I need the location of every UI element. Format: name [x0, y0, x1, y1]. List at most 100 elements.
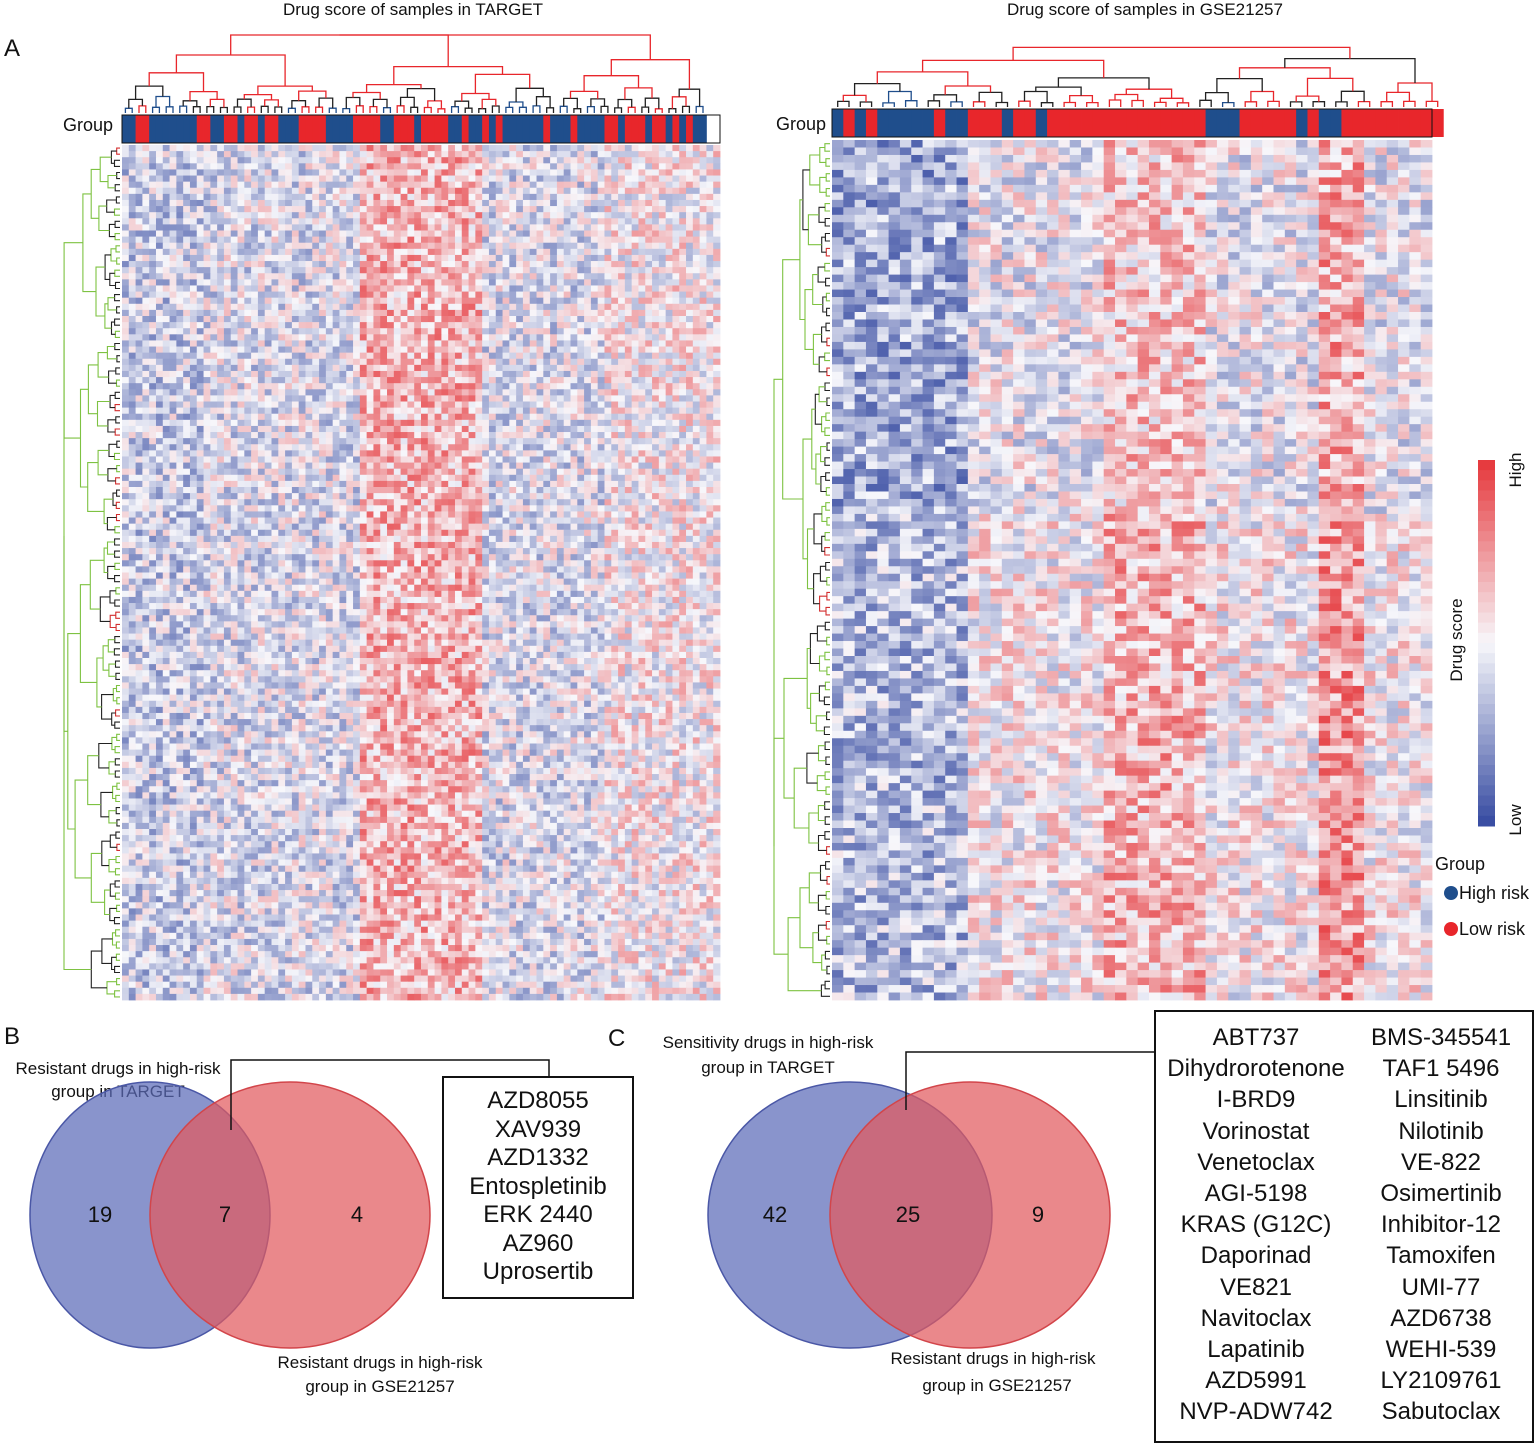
left-heat-cell — [244, 468, 252, 476]
left-heat-cell — [285, 187, 293, 195]
left-heat-cell — [176, 279, 184, 286]
left-heat-cell — [638, 175, 646, 183]
left-heat-cell — [488, 419, 497, 427]
left-heat-cell — [699, 151, 707, 158]
left-heat-cell — [305, 212, 313, 219]
left-heat-cell — [441, 364, 449, 372]
left-heat-cell — [387, 157, 395, 164]
left-heat-cell — [278, 389, 286, 396]
left-heat-cell — [359, 456, 368, 463]
left-heat-cell — [495, 181, 503, 189]
left-heat-cell — [366, 487, 374, 494]
left-heat-cell — [658, 297, 667, 305]
left-heat-cell — [706, 199, 714, 207]
left-heat-cell — [563, 175, 571, 183]
left-heat-cell — [461, 487, 469, 494]
left-heat-cell — [672, 224, 680, 231]
left-heat-cell — [122, 169, 130, 176]
left-heat-cell — [210, 157, 218, 164]
left-heat-cell — [461, 407, 469, 415]
left-heat-cell — [285, 291, 293, 299]
left-heat-cell — [421, 395, 429, 402]
left-heat-cell — [529, 309, 537, 317]
left-heat-cell — [461, 181, 469, 189]
left-heat-cell — [298, 413, 306, 421]
left-heat-cell — [624, 224, 633, 231]
left-heat-cell — [400, 358, 408, 366]
left-heat-cell — [183, 145, 191, 152]
left-heat-cell — [502, 230, 510, 238]
left-heat-cell — [590, 474, 599, 482]
left-heat-cell — [332, 364, 340, 372]
left-heat-cell — [658, 419, 667, 427]
left-heat-cell — [400, 450, 408, 457]
left-heat-cell — [495, 419, 503, 427]
left-heat-cell — [244, 230, 252, 238]
left-heat-cell — [427, 169, 435, 176]
left-heat-cell — [502, 474, 510, 482]
left-heat-cell — [638, 230, 646, 238]
left-heat-cell — [278, 450, 286, 457]
left-heat-cell — [665, 193, 673, 201]
left-heat-cell — [495, 444, 503, 451]
left-heat-cell — [509, 328, 517, 335]
left-heat-cell — [223, 297, 232, 305]
left-heat-cell — [604, 425, 612, 433]
left-heat-cell — [482, 254, 490, 262]
left-heat-cell — [652, 425, 660, 433]
left-heat-cell — [482, 279, 490, 286]
left-heat-cell — [516, 322, 524, 329]
left-heat-cell — [570, 242, 578, 250]
left-heat-cell — [536, 169, 544, 176]
left-heat-cell — [278, 261, 286, 268]
left-heat-cell — [536, 468, 544, 476]
left-heat-cell — [393, 413, 402, 421]
left-heat-cell — [516, 425, 524, 433]
left-heat-cell — [454, 279, 463, 286]
left-heat-cell — [699, 224, 707, 231]
left-heat-cell — [597, 352, 605, 360]
left-heat-cell — [183, 322, 191, 329]
left-heat-cell — [577, 285, 585, 292]
left-heat-cell — [665, 199, 673, 207]
left-heat-cell — [692, 438, 701, 445]
left-heat-cell — [407, 364, 415, 372]
left-heat-cell — [387, 297, 395, 305]
left-heat-cell — [257, 175, 266, 183]
left-heat-cell — [142, 218, 150, 225]
left-heat-cell — [230, 145, 238, 152]
left-heat-cell — [305, 267, 313, 274]
left-heat-cell — [631, 364, 639, 372]
left-heat-cell — [393, 456, 402, 463]
left-heat-cell — [441, 395, 449, 402]
left-heat-cell — [692, 151, 701, 158]
left-heat-cell — [217, 212, 225, 219]
left-heat-cell — [149, 370, 157, 378]
left-heat-cell — [638, 218, 646, 225]
left-heat-cell — [393, 273, 402, 280]
left-heat-cell — [543, 248, 551, 256]
left-heat-cell — [556, 273, 565, 280]
left-heat-cell — [448, 151, 456, 158]
left-heat-cell — [162, 346, 170, 354]
left-heat-cell — [658, 279, 667, 286]
left-heat-cell — [400, 261, 408, 268]
left-heat-cell — [468, 212, 476, 219]
left-heat-cell — [516, 450, 524, 457]
left-heat-cell — [475, 364, 483, 372]
left-heat-cell — [618, 438, 626, 445]
left-heat-cell — [652, 254, 660, 262]
left-heat-cell — [291, 334, 300, 341]
left-heat-cell — [244, 340, 252, 347]
left-heat-cell — [264, 236, 272, 244]
left-heat-cell — [570, 432, 578, 439]
left-heat-cell — [251, 254, 259, 262]
left-heat-cell — [319, 145, 327, 152]
left-heat-cell — [217, 346, 225, 354]
left-heat-cell — [692, 419, 701, 427]
left-heat-cell — [631, 322, 639, 329]
left-heat-cell — [230, 187, 238, 195]
left-heat-cell — [149, 230, 157, 238]
left-heat-cell — [434, 377, 442, 384]
left-heat-cell — [217, 151, 225, 158]
